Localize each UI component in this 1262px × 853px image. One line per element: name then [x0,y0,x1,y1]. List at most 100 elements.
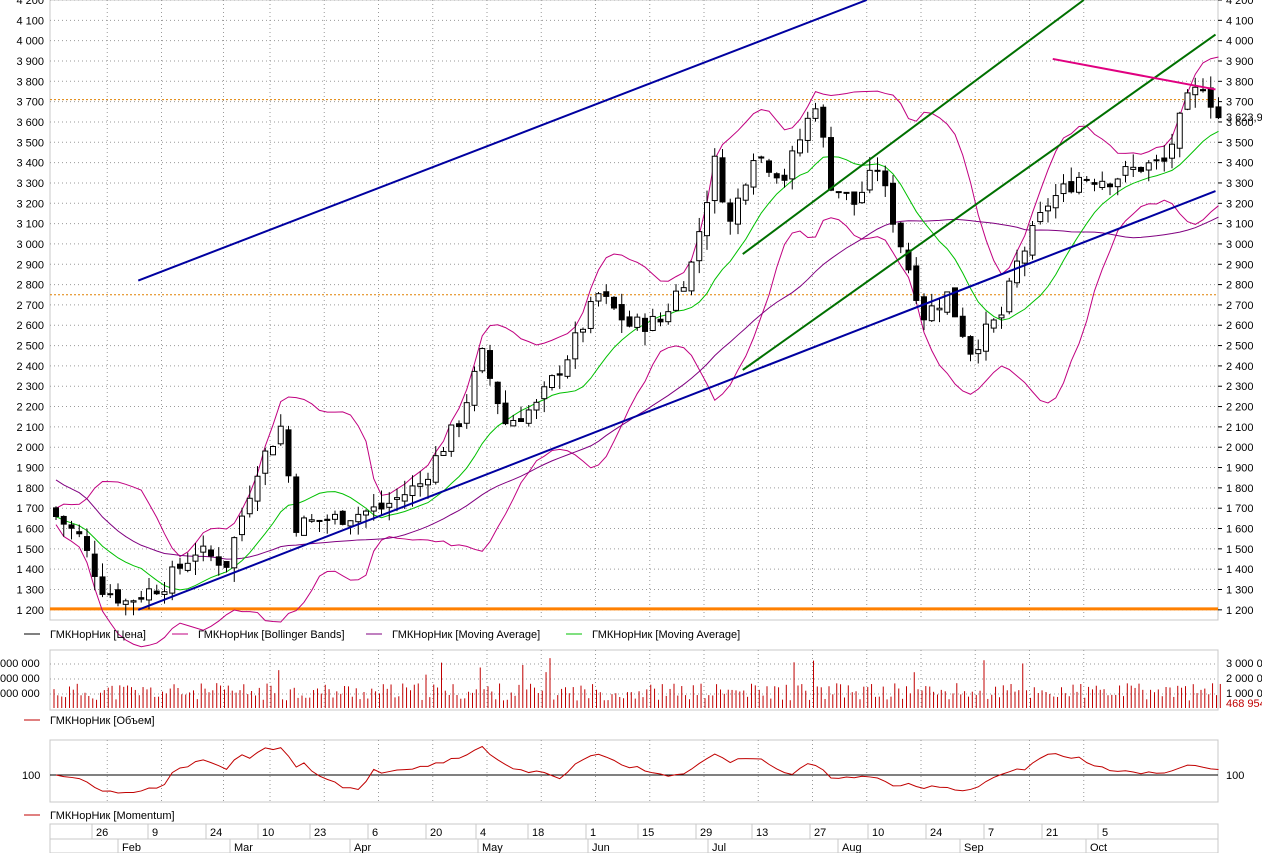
legend-label: ГМКНорНик [Цена] [50,629,146,641]
candle-body [425,478,431,486]
candle-body [432,455,439,483]
x-month-label: Feb [122,842,141,853]
x-day-label: 9 [152,827,158,839]
momentum-panel-frame [49,739,1219,803]
volume-tick-right: 1 000 0 [1226,688,1262,700]
x-month-label: Apr [354,842,371,853]
x-day-label: 24 [930,827,942,839]
candle-body [556,373,563,376]
price-tick-label-left: 3 600 [16,117,44,129]
candle-body [944,291,951,313]
momentum-baseline-label-left: 100 [22,770,40,782]
candle-body [998,314,1005,319]
price-tick-label-left: 1 600 [16,524,44,536]
candle-body [1091,182,1098,185]
candle-body [53,507,59,518]
last-price-label: 3 623,9 [1226,112,1262,124]
candle-body [487,350,493,379]
price-tick-label-left: 3 500 [16,137,44,149]
price-tick-label-left: 2 000 [16,442,44,454]
candle-body [1184,92,1191,110]
price-legend: ГМКНорНик [Цена] ГМКНорНик [Bollinger Ban… [24,629,740,641]
x-day-label: 10 [262,827,274,839]
candle-body [68,524,75,529]
candle-body [1029,225,1036,256]
candle-body [479,348,486,372]
candle-body [1200,89,1206,92]
bollinger-lower-line [55,199,1219,648]
candle-body [673,290,679,311]
candle-body [820,106,827,138]
momentum-axis-labels: 100 100 [22,770,1244,782]
price-tick-label-left: 3 700 [16,97,44,109]
candle-body [874,169,881,172]
candle-body [797,139,803,154]
price-tick-label-left: 3 200 [16,198,44,210]
price-tick-label-left: 2 900 [16,259,44,271]
price-tick-label-left: 1 200 [16,605,44,617]
candle-body [1138,166,1144,172]
candle-body [533,401,540,411]
candle-body [231,537,238,569]
legend-label: ГМКНорНик [Bollinger Bands] [198,629,345,641]
candle-body [409,485,416,497]
x-day-label: 10 [872,827,884,839]
candle-body [215,556,222,566]
price-tick-label-left: 1 300 [16,585,44,597]
candle-body [890,182,896,225]
candle-body [494,381,501,405]
candle-body [463,402,470,424]
x-day-label: 1 [590,827,596,839]
candle-body [386,502,393,508]
trend-line [137,0,868,282]
candle-body [665,311,672,323]
price-tick-label-right: 2 000 [1226,442,1254,454]
price-tick-label-right: 3 400 [1226,158,1254,170]
candle-body [378,502,385,510]
x-month-label: Mar [234,842,253,853]
price-panel-frame [49,0,1219,621]
price-tick-label-right: 3 500 [1226,137,1254,149]
candle-body [921,296,927,321]
price-tick-label-right: 2 900 [1226,259,1254,271]
x-month-label: Jul [712,842,726,853]
candle-body [60,515,67,525]
x-day-label: 23 [314,827,326,839]
candle-body [355,513,362,523]
price-tick-label-left: 3 900 [16,56,44,68]
candle-body [161,591,168,595]
candle-body [642,317,648,332]
price-grid [50,0,1218,620]
candle-body [750,160,757,188]
candle-body [107,593,114,596]
candle-body [401,494,408,502]
candle-body [1122,166,1129,176]
momentum-legend: ГМКНорНик [Momentum] [24,810,175,822]
candle-body [1045,205,1051,212]
candle-body [696,231,703,262]
candle-body [456,423,462,428]
candle-body [572,332,579,360]
candle-body [1014,260,1020,284]
price-tick-label-right: 3 700 [1226,97,1254,109]
candle-body [704,202,710,237]
price-tick-label-left: 2 200 [16,402,44,414]
candle-body [370,506,377,512]
price-tick-label-left: 1 400 [16,564,44,576]
candle-body [76,531,83,535]
candle-body [1076,176,1082,193]
x-day-label: 6 [372,827,378,839]
trend-line [742,33,1217,371]
candle-body [254,475,261,502]
candle-body [952,287,958,318]
candle-body [735,197,741,225]
price-tick-label-right: 2 300 [1226,381,1254,393]
candle-body [905,249,912,271]
candle-body [316,519,323,522]
candle-body [595,293,602,302]
volume-axis-labels: 000 000 3 000 0 000 000 2 000 0 000 000 1 000… [0,658,1262,710]
legend-label: ГМКНорНик [Объем] [50,715,155,727]
price-tick-label-right: 1 500 [1226,544,1254,556]
candle-body [1153,159,1160,162]
